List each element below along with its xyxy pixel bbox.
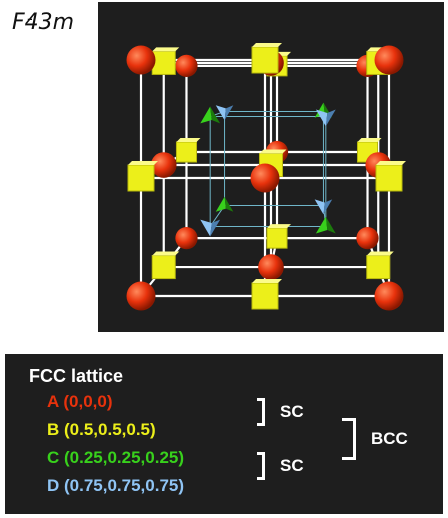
atom-b-cube-top [176,137,201,142]
atom-b-cube [366,255,391,280]
legend-site-a: A (0,0,0) [47,392,113,411]
atom-c-tetrahedron-shade [224,196,234,212]
atom-b-cube [251,282,279,310]
atom-a-sphere [374,281,404,311]
atom-b-cube-top [259,149,287,154]
lattice-atoms [126,43,406,311]
atom-a-sphere [250,163,280,193]
atom-b-cube-top [252,43,282,47]
atom-b-cube [127,164,155,192]
atom-b-cube [251,46,279,74]
atom-a-sphere [374,45,404,75]
legend-site-d: D (0.75,0.75,0.75) [47,476,185,495]
atom-b-cube-top [152,47,180,52]
atom-b-cube-top [376,161,406,165]
atom-a-sphere [126,45,156,75]
legend-site-c: C (0.25,0.25,0.25) [47,448,185,467]
atom-a-sphere [258,254,284,280]
atom-b-cube-top [366,251,394,256]
atom-b-cube [151,50,176,75]
legend-heading: FCC lattice [29,366,124,386]
atom-c-tetrahedron [200,106,212,124]
sc-bracket-upper [257,398,265,426]
atom-a-sphere [126,281,156,311]
space-group-symbol: F43m - [12,10,74,35]
crystal-structure-viewer[interactable] [98,2,444,332]
overbar-mark: - [27,9,33,28]
atom-b-cube [151,255,176,280]
lattice-drawing [126,43,406,311]
atom-d-tetrahedron-shade [325,109,336,127]
atom-c-tetrahedron-shade [210,106,221,124]
atom-d-tetrahedron-shade [224,105,234,121]
atom-c-tetrahedron-shade [325,216,336,234]
atom-d-tetrahedron-shade [210,219,221,237]
atom-b-cube-top [252,279,282,283]
atom-d-tetrahedron-shade [323,199,333,215]
atom-b-cube-top [266,224,292,229]
atom-b-cube [175,141,198,163]
space-group-text: F43m [12,10,75,35]
sc-bracket-lower [257,452,265,480]
atom-b-cube [375,164,403,192]
bcc-bracket [342,418,356,460]
atom-a-sphere [150,152,177,178]
atom-d-tetrahedron [215,105,226,121]
atom-b-cube [266,227,288,249]
atom-d-tetrahedron [314,199,325,215]
atom-c-tetrahedron [315,216,328,234]
atom-c-tetrahedron [215,196,226,212]
legend-site-b: B (0.5,0.5,0.5) [47,420,156,439]
atom-b-cube-top [152,251,180,256]
bcc-label: BCC [371,429,408,448]
sc-label-upper: SC [280,402,304,421]
atom-b-cube-top [357,137,382,142]
atom-a-sphere [356,227,379,250]
sc-label-lower: SC [280,456,304,475]
atom-b-cube-top [128,161,158,165]
legend-panel: FCC lattice A (0,0,0) B (0.5,0.5,0.5) C … [5,354,443,514]
atom-d-tetrahedron [315,109,328,127]
atom-a-sphere [175,54,198,77]
atom-d-tetrahedron [200,219,212,237]
atom-a-sphere [175,227,198,250]
